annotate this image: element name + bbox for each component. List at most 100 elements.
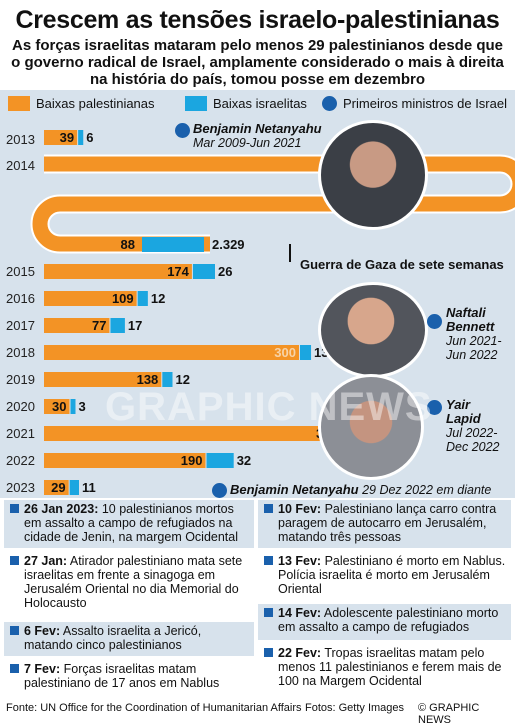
pm-name: Bennett (446, 319, 495, 334)
legend-item-israeli: Baixas israelitas (185, 95, 307, 111)
event-text: Palestiniano lança carro contra paragem … (278, 502, 497, 544)
pm-dates: Mar 2009-Jun 2021 (193, 136, 302, 150)
bar-palestinian (44, 318, 110, 333)
value-label-palestinian: 190 (181, 453, 203, 468)
legend-swatch-orange (8, 95, 30, 111)
value-label-palestinian: 77 (92, 318, 106, 333)
pm-dot-netanyahu-1 (175, 123, 190, 138)
pm-dates: Jul 2022- (446, 426, 498, 440)
event-text: Atirador palestiniano mata sete israelit… (24, 554, 243, 610)
pm-name: Naftali (446, 305, 486, 320)
bar-israeli (192, 264, 215, 279)
year-tick-label: 2016 (6, 291, 35, 306)
event-item: 6 Fev: Assalto israelita a Jericó, matan… (4, 622, 254, 656)
value-label-palestinian: 29 (51, 480, 65, 495)
bullet-square (10, 504, 19, 513)
pm-label-lapid: Yair Lapid Jul 2022- Dec 2022 (446, 398, 500, 455)
bar-israeli (78, 130, 84, 145)
event-item: 7 Fev: Forças israelitas matam palestini… (4, 660, 254, 694)
bar-palestinian (44, 345, 299, 360)
value-label-israeli: 17 (128, 318, 142, 333)
year-tick-label: 2023 (6, 480, 35, 495)
year-tick-label: 2013 (6, 132, 35, 147)
event-item: 22 Fev: Tropas israelitas matam pelo men… (258, 644, 511, 694)
bar-israeli (137, 291, 148, 306)
event-text: 10 palestinianos mortos em assalto a cam… (24, 502, 239, 544)
bullet-square (10, 556, 19, 565)
bar-israeli (70, 399, 76, 414)
event-date: 26 Jan 2023: (24, 502, 99, 516)
footer: Fonte: UN Office for the Coordination of… (0, 699, 515, 726)
pm-dates: Jun 2021- (446, 334, 502, 348)
pm-name: Benjamin Netanyahu (193, 121, 322, 136)
source-note: Fonte: UN Office for the Coordination of… (6, 702, 302, 714)
event-date: 7 Fev: (24, 662, 61, 676)
year-tick-label: 2018 (6, 345, 35, 360)
bar-palestinian (44, 372, 162, 387)
pm-dates: Dec 2022 (446, 440, 500, 454)
pm-name: Lapid (446, 411, 481, 426)
bullet-square (10, 626, 19, 635)
event-date: 14 Fev: (278, 606, 322, 620)
pm-label-netanyahu-1: Benjamin Netanyahu Mar 2009-Jun 2021 (193, 121, 322, 151)
bar-palestinian (44, 426, 341, 441)
page-subtitle: As forças israelitas mataram pelo menos … (11, 37, 504, 88)
value-label-israeli: 12 (151, 291, 165, 306)
event-date: 10 Fev: (278, 502, 322, 516)
bar-israeli (300, 345, 312, 360)
pm-dot-bennett (427, 314, 442, 329)
value-label-palestinian: 174 (167, 264, 189, 279)
year-tick-label: 2014 (6, 158, 35, 173)
pm-label-bennett: Naftali Bennett Jun 2021- Jun 2022 (446, 305, 502, 363)
pm-dot-lapid (427, 400, 442, 415)
bar-palestinian (44, 480, 69, 495)
value-label-israeli: 26 (218, 264, 232, 279)
events-timeline: 26 Jan 2023: 10 palestinianos mortos em … (0, 500, 515, 698)
legend-item-pms: Primeiros ministros de Israel (322, 95, 507, 111)
bar-israeli (206, 453, 234, 468)
value-label-israeli: 3 (79, 399, 86, 414)
bullet-square (264, 608, 273, 617)
year-tick-label: 2020 (6, 399, 35, 414)
bullet-square (264, 556, 273, 565)
pm-dates: 29 Dez 2022 em diante (362, 483, 492, 497)
event-date: 27 Jan: (24, 554, 68, 568)
gaza-war-annotation: Guerra de Gaza de sete semanas (300, 257, 504, 272)
value-label-palestinian: 138 (137, 372, 159, 387)
bar-palestinian (44, 130, 78, 145)
year-tick-label: 2015 (6, 264, 35, 279)
watermark: GRAPHIC NEWS (105, 385, 433, 429)
bennett-photo (318, 282, 428, 378)
bar-israeli (69, 480, 79, 495)
value-label-palestinian: 30 (52, 399, 66, 414)
graphic-credit: © GRAPHIC NEWS (418, 702, 480, 726)
photo-credit: Fotos: Getty Images (305, 702, 405, 714)
bar-israeli (162, 372, 173, 387)
bar-palestinian-2014 (32, 156, 515, 252)
value-label-israeli: 32 (237, 453, 251, 468)
legend: Baixas palestinianas Baixas israelitas P… (0, 90, 515, 116)
bar-israeli (110, 318, 125, 333)
bar-palestinian (44, 264, 192, 279)
bar-israeli-2014 (142, 237, 204, 252)
casualties-chart: 3961742610912771730013138123033491119032… (30, 130, 515, 495)
event-text: Palestiniano é morto em Nablus. Polícia … (278, 554, 506, 596)
event-item: 27 Jan: Atirador palestiniano mata sete … (4, 552, 254, 618)
bar-palestinian (44, 291, 137, 306)
event-text: Adolescente palestiniano morto em assalt… (278, 606, 499, 634)
bar-palestinian (44, 453, 206, 468)
event-item: 10 Fev: Palestiniano lança carro contra … (258, 500, 511, 548)
bar-palestinian (44, 399, 70, 414)
event-text: Tropas israelitas matam pelo menos 11 pa… (278, 646, 502, 688)
event-text: Assalto israelita a Jericó, matando cinc… (24, 624, 202, 652)
pm-name: Benjamin Netanyahu (230, 482, 359, 497)
value-label-israeli: 6 (86, 130, 93, 145)
value-label-palestinian: 39 (60, 130, 74, 145)
value-label-palestinian: 2.329 (212, 237, 245, 252)
year-tick-label: 2019 (6, 372, 35, 387)
lapid-photo (318, 374, 424, 480)
value-label-palestinian: 109 (112, 291, 134, 306)
netanyahu-photo (318, 120, 428, 230)
event-date: 22 Fev: (278, 646, 322, 660)
legend-swatch-blue (185, 95, 207, 111)
